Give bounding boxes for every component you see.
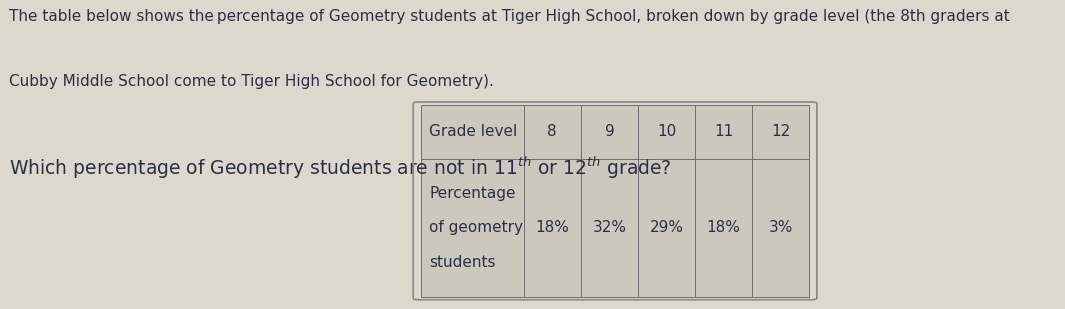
Text: 18%: 18% xyxy=(707,220,740,235)
Bar xyxy=(524,159,580,297)
Text: 32%: 32% xyxy=(592,220,626,235)
Text: Which percentage of Geometry students are not in 11$^{th}$ or 12$^{th}$ grade?: Which percentage of Geometry students ar… xyxy=(9,154,671,181)
Bar xyxy=(638,105,695,159)
Bar xyxy=(421,159,524,297)
Text: 29%: 29% xyxy=(650,220,684,235)
Text: 8: 8 xyxy=(547,125,557,139)
Text: Percentage: Percentage xyxy=(429,186,515,201)
Text: students: students xyxy=(429,255,495,270)
Text: of geometry: of geometry xyxy=(429,220,523,235)
Bar xyxy=(580,159,638,297)
Text: Cubby Middle School come to Tiger High School for Geometry).: Cubby Middle School come to Tiger High S… xyxy=(9,74,493,89)
Text: 9: 9 xyxy=(605,125,615,139)
Text: 3%: 3% xyxy=(769,220,793,235)
Text: Grade level: Grade level xyxy=(429,125,518,139)
Bar xyxy=(695,105,752,159)
Bar xyxy=(638,159,695,297)
Text: 18%: 18% xyxy=(536,220,569,235)
Text: 12: 12 xyxy=(771,125,790,139)
Text: The table below shows the percentage of Geometry students at Tiger High School, : The table below shows the percentage of … xyxy=(9,9,1010,24)
Text: 10: 10 xyxy=(657,125,676,139)
Bar xyxy=(752,159,809,297)
Bar xyxy=(695,159,752,297)
Bar xyxy=(752,105,809,159)
Bar xyxy=(580,105,638,159)
Text: 11: 11 xyxy=(714,125,734,139)
Bar xyxy=(421,105,524,159)
Bar xyxy=(524,105,580,159)
